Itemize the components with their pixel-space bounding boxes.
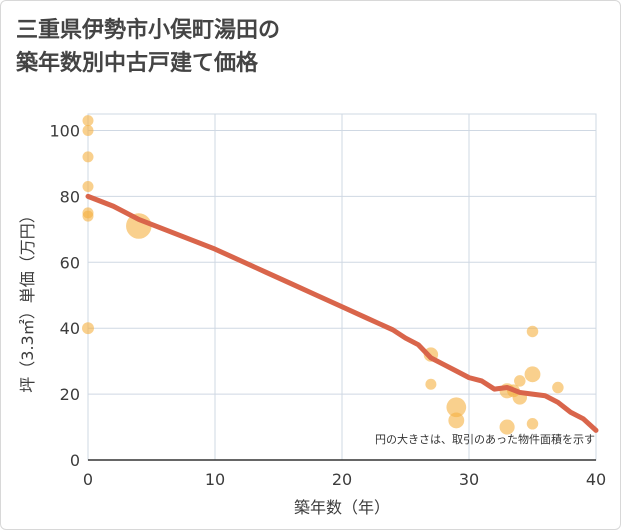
y-tick-label-2: 40 [60, 319, 80, 338]
data-point-10 [446, 397, 467, 418]
x-axis-label: 築年数（年） [294, 498, 390, 517]
data-point-19 [526, 418, 539, 430]
y-tick-label-4: 80 [60, 187, 80, 206]
data-point-11 [448, 412, 465, 429]
x-tick-label-4: 40 [586, 470, 606, 489]
y-axis-ticks: 0 20 40 60 80 100 [49, 121, 80, 470]
y-tick-label-1: 20 [60, 385, 80, 404]
chart-title: 三重県伊勢市小俣町湯田の 築年数別中古戸建て価格 [16, 14, 436, 80]
x-axis-ticks: 0 10 20 30 40 [83, 470, 606, 489]
data-point-17 [526, 325, 539, 338]
data-point-1 [82, 124, 94, 136]
x-tick-label-3: 30 [459, 470, 479, 489]
y-axis-label: 坪（3.3㎡）単価（万円） [18, 207, 37, 392]
data-point-13 [499, 419, 515, 435]
chart-title-line-1: 三重県伊勢市小俣町湯田の [16, 18, 281, 43]
data-point-16 [514, 375, 526, 387]
data-point-3 [82, 180, 94, 192]
size-note: 円の大きさは、取引のあった物件面積を示す [375, 432, 595, 446]
data-point-20 [552, 381, 564, 394]
y-tick-label-3: 60 [60, 253, 80, 272]
x-tick-label-0: 0 [83, 470, 93, 489]
y-tick-label-5: 100 [49, 121, 80, 140]
x-tick-label-1: 10 [205, 470, 225, 489]
y-tick-label-0: 0 [70, 451, 80, 470]
grid-lines [87, 114, 597, 461]
data-point-9 [425, 378, 437, 390]
chart-title-line-2: 築年数別中古戸建て価格 [16, 51, 259, 76]
data-point-18 [524, 366, 541, 383]
x-tick-label-2: 20 [332, 470, 352, 489]
data-point-6 [82, 322, 94, 335]
data-point-5 [82, 210, 94, 222]
trend-layer [85, 193, 599, 433]
data-point-0 [82, 115, 94, 127]
data-point-2 [82, 151, 94, 163]
trend-line [85, 193, 599, 433]
